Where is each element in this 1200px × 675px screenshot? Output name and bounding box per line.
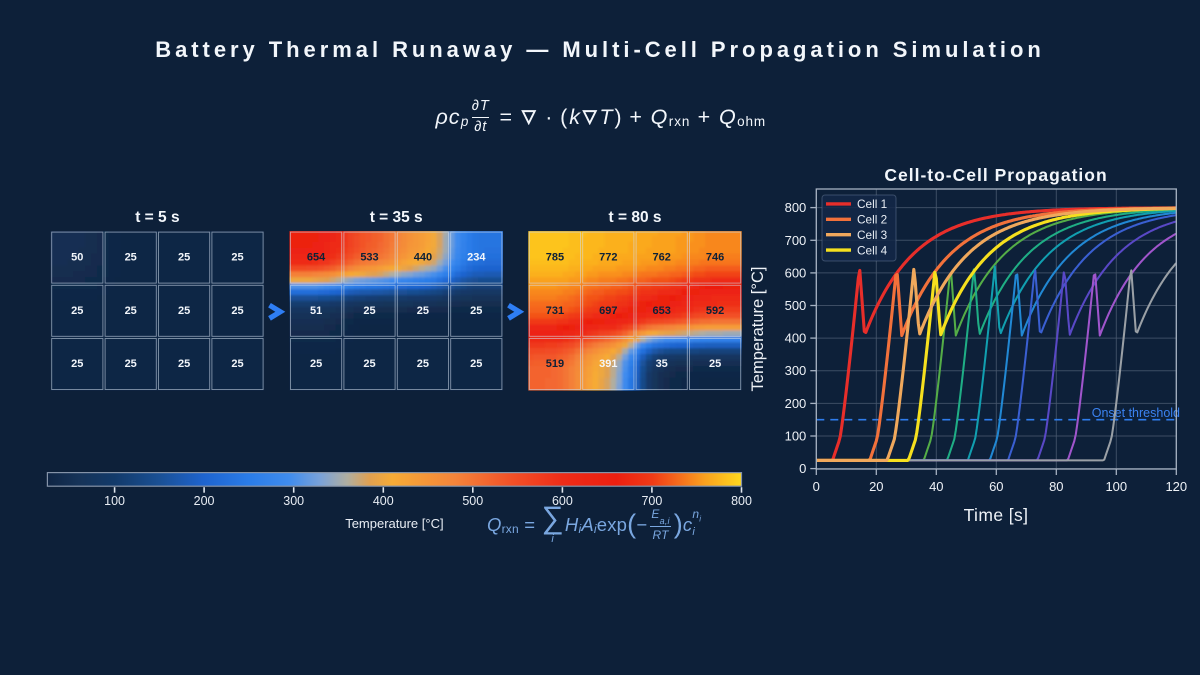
- svg-text:25: 25: [125, 358, 137, 370]
- svg-text:t = 35 s: t = 35 s: [370, 209, 423, 226]
- svg-text:400: 400: [785, 331, 807, 346]
- svg-text:0: 0: [799, 461, 806, 476]
- svg-text:25: 25: [709, 358, 721, 370]
- svg-text:Cell 4: Cell 4: [857, 243, 888, 257]
- svg-text:500: 500: [462, 494, 483, 508]
- svg-text:25: 25: [71, 358, 83, 370]
- svg-text:25: 25: [231, 252, 243, 264]
- svg-text:25: 25: [470, 305, 482, 317]
- svg-text:25: 25: [310, 358, 322, 370]
- svg-text:800: 800: [731, 494, 752, 508]
- svg-text:Onset threshold: Onset threshold: [1092, 406, 1180, 420]
- svg-text:391: 391: [599, 358, 617, 370]
- svg-text:25: 25: [417, 358, 429, 370]
- svg-text:80: 80: [1049, 479, 1063, 494]
- svg-text:25: 25: [71, 305, 83, 317]
- svg-text:Temperature [°C]: Temperature [°C]: [345, 516, 443, 531]
- svg-text:697: 697: [599, 305, 617, 317]
- svg-text:Cell-to-Cell Propagation: Cell-to-Cell Propagation: [884, 165, 1107, 185]
- svg-text:300: 300: [785, 363, 807, 378]
- svg-text:731: 731: [546, 305, 564, 317]
- svg-text:120: 120: [1165, 479, 1187, 494]
- svg-text:0: 0: [813, 479, 820, 494]
- svg-text:519: 519: [546, 358, 564, 370]
- svg-text:51: 51: [310, 305, 322, 317]
- svg-text:600: 600: [552, 494, 573, 508]
- svg-text:25: 25: [417, 305, 429, 317]
- svg-text:762: 762: [653, 252, 671, 264]
- svg-text:25: 25: [363, 305, 375, 317]
- svg-text:50: 50: [71, 252, 83, 264]
- svg-text:25: 25: [178, 252, 190, 264]
- svg-text:200: 200: [785, 396, 807, 411]
- svg-text:100: 100: [1105, 479, 1127, 494]
- svg-text:25: 25: [470, 358, 482, 370]
- svg-text:746: 746: [706, 252, 724, 264]
- svg-text:533: 533: [360, 252, 378, 264]
- svg-text:234: 234: [467, 252, 486, 264]
- svg-text:25: 25: [125, 252, 137, 264]
- svg-text:20: 20: [869, 479, 883, 494]
- svg-text:t = 5 s: t = 5 s: [135, 209, 179, 226]
- svg-text:700: 700: [641, 494, 662, 508]
- svg-text:100: 100: [785, 429, 807, 444]
- svg-text:25: 25: [178, 358, 190, 370]
- svg-text:Cell 1: Cell 1: [857, 197, 887, 211]
- svg-text:100: 100: [104, 494, 125, 508]
- svg-text:440: 440: [414, 252, 432, 264]
- svg-text:40: 40: [929, 479, 943, 494]
- svg-text:653: 653: [653, 305, 671, 317]
- svg-text:25: 25: [231, 305, 243, 317]
- svg-text:700: 700: [785, 233, 807, 248]
- svg-text:654: 654: [307, 252, 326, 264]
- svg-text:Time [s]: Time [s]: [964, 505, 1029, 525]
- svg-text:Temperature [°C]: Temperature [°C]: [749, 267, 767, 392]
- svg-text:35: 35: [656, 358, 668, 370]
- svg-text:772: 772: [599, 252, 617, 264]
- svg-text:25: 25: [178, 305, 190, 317]
- svg-text:25: 25: [125, 305, 137, 317]
- svg-text:500: 500: [785, 298, 807, 313]
- svg-text:592: 592: [706, 305, 724, 317]
- svg-text:400: 400: [373, 494, 394, 508]
- svg-text:300: 300: [283, 494, 304, 508]
- svg-text:60: 60: [989, 479, 1003, 494]
- svg-text:200: 200: [194, 494, 215, 508]
- svg-text:800: 800: [785, 200, 807, 215]
- svg-text:Cell 3: Cell 3: [857, 228, 888, 242]
- svg-text:25: 25: [363, 358, 375, 370]
- svg-text:25: 25: [231, 358, 243, 370]
- svg-text:785: 785: [546, 252, 564, 264]
- svg-text:t = 80 s: t = 80 s: [609, 209, 662, 226]
- svg-text:Cell 2: Cell 2: [857, 213, 887, 227]
- svg-text:600: 600: [785, 265, 807, 280]
